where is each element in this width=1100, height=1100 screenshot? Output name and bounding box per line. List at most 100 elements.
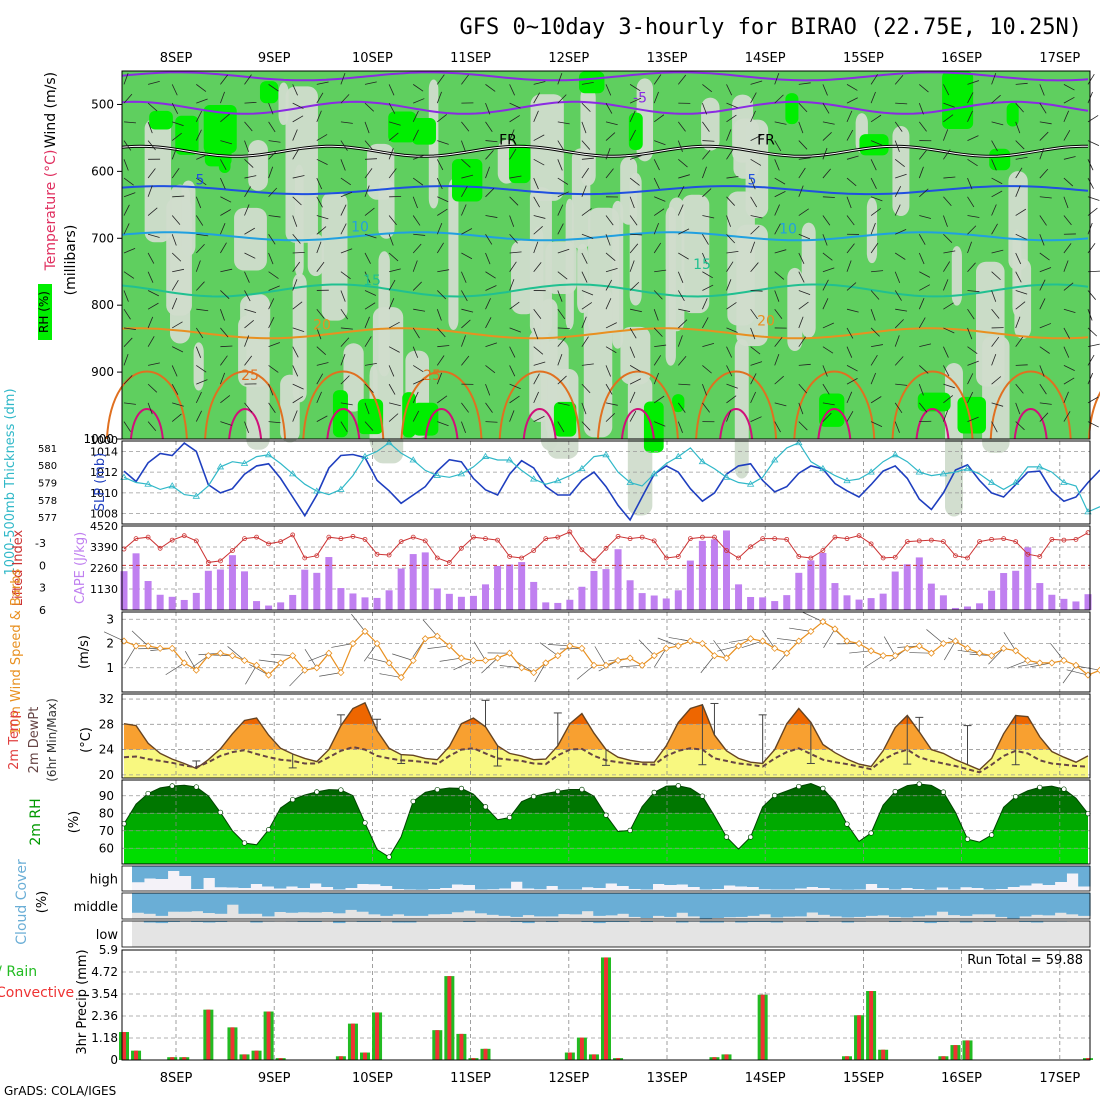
cloud-bar-high [1078,866,1091,887]
li-marker [796,554,802,559]
rh-tick-label: 60 [99,841,114,855]
wind-barb [653,372,660,385]
li-marker [458,545,464,551]
li-marker [868,541,874,547]
rh-dry-area [285,86,318,243]
cape-bar [674,590,682,610]
wind-barb [147,290,159,297]
li-marker [832,534,838,540]
wind-barb-10m [762,629,775,649]
wind-barb [677,271,684,283]
wind-barb [533,308,542,320]
wind-barb [653,222,659,235]
cloud-bar-high [250,866,263,884]
cloud-bar-middle [427,893,441,915]
ylabel-temperature: Temperature (°C) [43,150,59,272]
wind-barb [485,252,491,265]
wind-barb [1015,185,1021,197]
wind-barb [822,346,834,354]
wind-barb [1015,290,1028,295]
cloud-bar-low [676,921,689,923]
li-marker [471,534,476,540]
cape-bar [662,598,670,610]
bottom-date-label: 8SEP [160,1071,193,1086]
wind-barb [147,302,159,310]
wind-barb [943,261,951,272]
wind-barb [919,188,929,198]
wind-barb [750,391,757,404]
wind-barb [750,225,760,235]
cloud-bar-middle [948,893,961,916]
bottom-date-label: 14SEP [745,1071,786,1086]
wind-barb-10m [943,640,956,661]
li-marker [519,555,525,561]
li-marker [145,534,151,540]
wind-barb [581,233,594,239]
wind-barb [581,157,594,160]
cape-bar [578,586,586,610]
precip-convective-bar [845,1056,849,1060]
contour-25 [204,370,287,440]
rh-moist-area [451,158,483,202]
wind-speed-marker [602,661,610,669]
cape-bar [879,593,887,610]
wind-barb [316,134,328,141]
wind-barb [870,74,878,85]
cloud-bar-low [356,921,370,923]
cloud-bar-high [794,866,807,889]
wind-barb [316,215,329,220]
rh-marker [410,798,416,804]
wind-speed-marker [445,642,453,650]
rh-dry-area [945,362,963,517]
temp-frame [121,693,1091,779]
wind-barb [388,252,399,262]
wind-barb [581,383,591,394]
wind-barb [1087,354,1095,366]
precip-convective-bar [483,1048,488,1060]
li-marker [965,555,970,561]
cape-bar [482,584,489,610]
temp-tick-label: 28 [99,717,114,731]
wind-barb [846,97,858,104]
wind-barb [509,84,515,96]
cloud-bar-low [545,921,559,923]
wind-barb [533,327,539,340]
rh-dry-area [278,82,289,126]
rh-moist-area [989,148,1011,171]
cloud-bar-middle [202,893,216,914]
ylabel-li: Lifted Index [11,529,26,606]
wind-barb [846,84,858,91]
wind-barb [461,271,467,283]
thickness-marker [770,456,779,463]
wind-barb [292,261,301,272]
rh-marker [482,804,489,810]
contour-25 [498,370,581,440]
cape-bar [976,603,984,610]
li-marker [1085,530,1091,536]
cloud-bar-high [699,866,713,890]
cloud-bar-high [273,866,287,889]
wind-barb [1063,129,1071,141]
wind-barb [991,290,997,302]
cloud-bar-high [782,866,795,890]
wind-barb [509,233,518,244]
cloud-bar-high [262,866,275,887]
contour-label: 5 [748,173,757,189]
cloud-bar-low [593,921,606,924]
rh-marker [940,789,947,795]
wind-barb [654,344,667,348]
wind-barb [702,215,715,219]
wind-barb-10m [422,619,438,637]
wind-barb [364,102,375,112]
rh-moist-area [388,111,417,143]
wind-barb [485,342,498,348]
wind-barb [316,241,322,254]
wind-barb [967,262,976,272]
wind-barb-10m [1078,666,1100,671]
cloud-bar-middle [1078,893,1091,916]
credit-text: GrADS: COLA/IGES [4,1084,116,1098]
wind-barb [412,110,419,123]
wind-barb [1087,290,1096,300]
wind-barb [244,355,253,366]
